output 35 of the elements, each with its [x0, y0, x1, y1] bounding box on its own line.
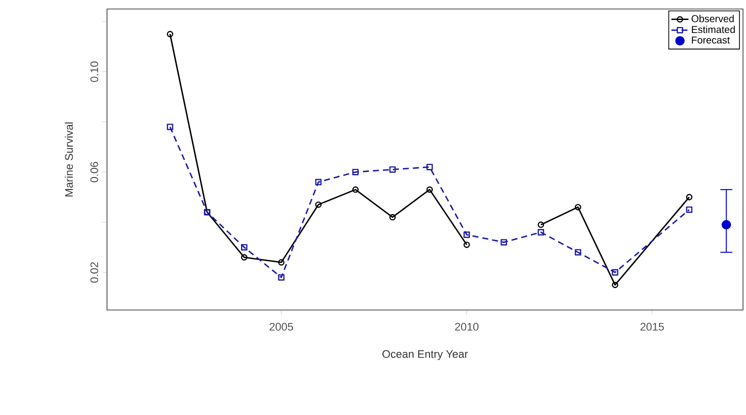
- y-tick-label: 0.10: [90, 61, 98, 82]
- x-tick-label: 2010: [455, 322, 478, 331]
- point: [464, 242, 470, 248]
- point: [278, 259, 284, 266]
- point: [686, 206, 692, 213]
- point: [389, 166, 396, 173]
- point: [241, 244, 248, 250]
- point: [574, 249, 582, 256]
- point: [315, 201, 322, 208]
- point: [538, 229, 544, 236]
- point: [352, 186, 359, 193]
- legend-label: Estimated: [692, 26, 735, 34]
- x-tick-label: 2005: [270, 322, 294, 331]
- point: [352, 168, 359, 176]
- point: [426, 186, 433, 193]
- x-tick-label: 2015: [640, 322, 664, 331]
- legend-label: Observed: [692, 14, 734, 22]
- y-tick-label: 0.02: [90, 262, 98, 283]
- point: [574, 204, 582, 210]
- point: [315, 178, 322, 186]
- point: [278, 274, 284, 281]
- point: [538, 222, 544, 228]
- y-tick-label: 0.06: [90, 162, 98, 182]
- x-axis-title: Ocean Entry Year: [382, 350, 468, 360]
- point: [166, 124, 174, 130]
- point: [722, 220, 732, 230]
- point: [241, 254, 248, 261]
- point: [500, 239, 508, 246]
- point: [464, 232, 470, 238]
- point: [389, 214, 396, 220]
- point: [426, 164, 433, 170]
- legend-label: Forecast: [692, 36, 730, 44]
- point: [612, 269, 618, 276]
- point: [612, 282, 618, 288]
- y-axis-title: Marine Survival: [64, 122, 73, 196]
